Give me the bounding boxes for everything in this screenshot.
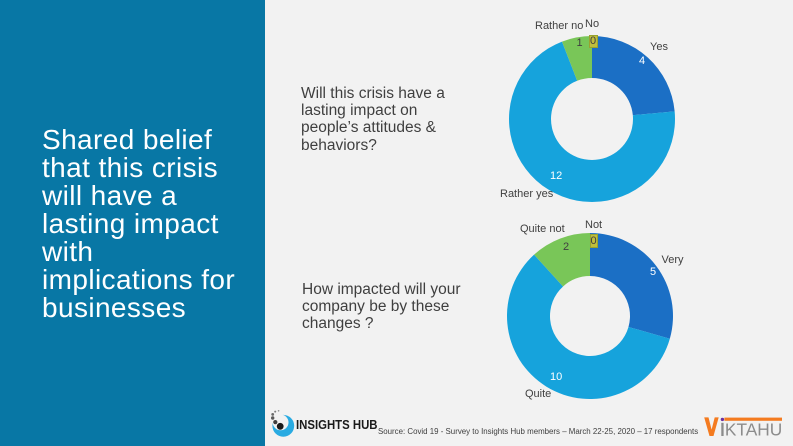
- svg-text:KTAHU: KTAHU: [725, 420, 782, 440]
